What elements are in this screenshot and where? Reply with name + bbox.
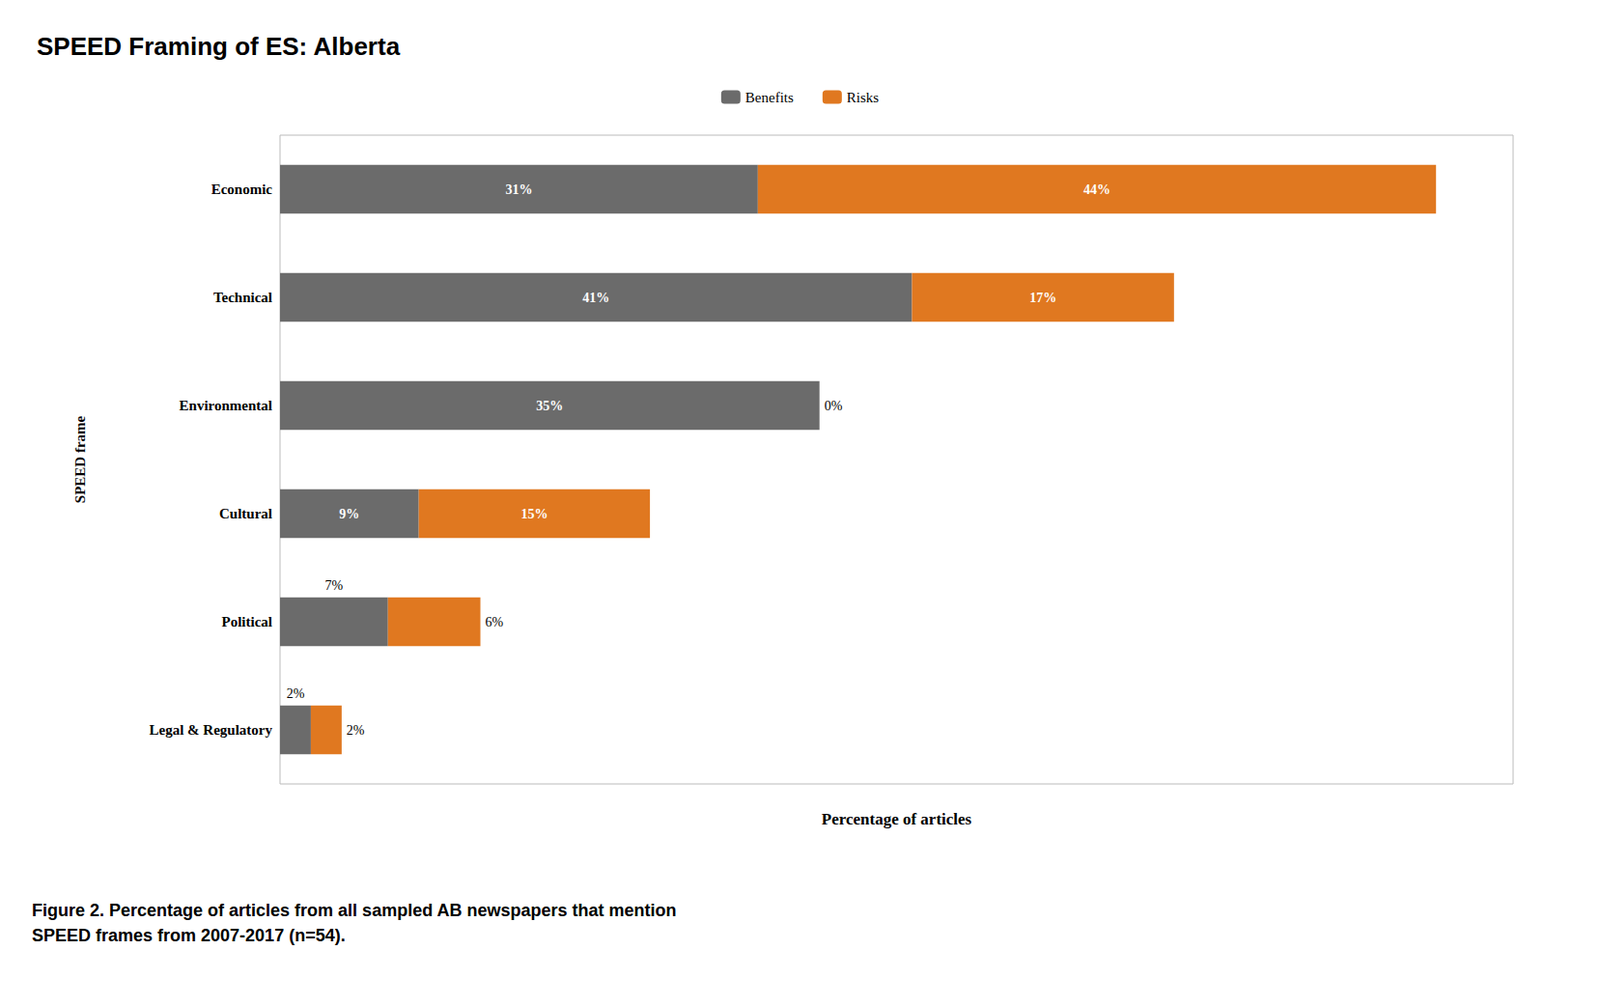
svg-text:Political: Political: [222, 614, 274, 630]
svg-text:SPEED frames from 2007-2017 (n: SPEED frames from 2007-2017 (n=54).: [31, 926, 346, 946]
svg-text:9%: 9%: [338, 506, 360, 522]
svg-text:35%: 35%: [535, 398, 563, 414]
svg-text:Figure 2. Percentage of articl: Figure 2. Percentage of articles from al…: [31, 900, 677, 921]
svg-text:44%: 44%: [1083, 182, 1111, 197]
svg-text:Percentage of articles: Percentage of articles: [821, 810, 973, 829]
svg-text:0%: 0%: [824, 398, 843, 414]
svg-text:Legal & Regulatory: Legal & Regulatory: [149, 722, 274, 738]
svg-text:Technical: Technical: [213, 289, 273, 306]
svg-text:31%: 31%: [505, 182, 533, 197]
svg-text:Benefits: Benefits: [745, 89, 794, 106]
svg-text:Environmental: Environmental: [179, 397, 273, 414]
svg-text:41%: 41%: [582, 290, 610, 306]
svg-text:2%: 2%: [346, 723, 365, 738]
svg-text:Economic: Economic: [211, 181, 274, 197]
svg-text:2%: 2%: [286, 686, 306, 702]
svg-text:17%: 17%: [1029, 290, 1057, 306]
svg-text:SPEED Framing of ES: Alberta: SPEED Framing of ES: Alberta: [36, 31, 401, 61]
svg-text:15%: 15%: [520, 506, 548, 522]
svg-text:Cultural: Cultural: [219, 505, 273, 522]
svg-text:6%: 6%: [485, 615, 505, 630]
svg-text:7%: 7%: [325, 578, 344, 593]
svg-text:SPEED frame: SPEED frame: [72, 415, 88, 504]
svg-text:Risks: Risks: [846, 89, 880, 106]
